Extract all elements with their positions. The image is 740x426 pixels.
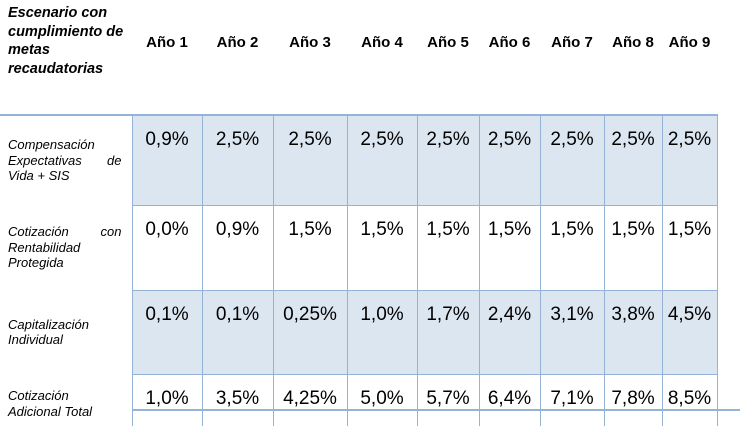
value-cell: 1,0% [131,373,203,426]
value-cell: 6,4% [478,373,541,426]
value-cell: 2,5% [539,114,605,206]
table-row: Compensación Expectativas de Vida + SIS … [0,114,718,206]
value-cell: 2,4% [478,289,541,375]
table-row: Capitalización Individual 0,1% 0,1% 0,25… [0,289,718,375]
value-cell: 2,5% [272,114,348,206]
scenario-table: Escenario con cumplimiento de metas reca… [0,0,718,426]
value-cell: 4,5% [661,289,718,375]
year-header: Año 5 [417,0,479,116]
value-cell: 1,5% [478,204,541,291]
value-cell: 1,5% [346,204,418,291]
year-header: Año 6 [479,0,540,116]
value-cell: 3,8% [603,289,663,375]
value-cell: 0,1% [131,289,203,375]
value-cell: 2,5% [416,114,480,206]
year-header: Año 3 [273,0,347,116]
value-cell: 2,5% [478,114,541,206]
value-cell: 2,5% [603,114,663,206]
year-header: Año 4 [347,0,417,116]
table-left-border-stub [132,404,133,410]
year-header: Año 2 [202,0,273,116]
value-cell: 2,5% [201,114,274,206]
value-cell: 7,1% [539,373,605,426]
value-cell: 2,5% [346,114,418,206]
row-label: Compensación Expectativas de Vida + SIS [0,115,132,205]
value-cell: 0,9% [201,204,274,291]
value-cell: 1,5% [272,204,348,291]
value-cell: 4,25% [272,373,348,426]
value-cell: 1,7% [416,289,480,375]
value-cell: 1,0% [346,289,418,375]
value-cell: 1,5% [416,204,480,291]
value-cell: 0,1% [201,289,274,375]
value-cell: 8,5% [661,373,718,426]
year-header: Año 1 [132,0,202,116]
table-row: Cotización Adicional Total 1,0% 3,5% 4,2… [0,373,718,426]
value-cell: 1,5% [661,204,718,291]
value-cell: 0,0% [131,204,203,291]
header-row: Escenario con cumplimiento de metas reca… [0,0,717,116]
value-cell: 5,0% [346,373,418,426]
year-header: Año 8 [604,0,662,116]
table-bottom-border [132,409,740,411]
value-cell: 0,9% [131,114,203,206]
year-header: Año 7 [540,0,604,116]
table-corner-header: Escenario con cumplimiento de metas reca… [0,0,132,116]
row-label: Cotización con Rentabilidad Protegida [0,205,132,290]
value-cell: 7,8% [603,373,663,426]
row-label: Capitalización Individual [0,290,132,374]
table-row: Cotización con Rentabilidad Protegida 0,… [0,204,718,291]
value-cell: 1,5% [539,204,605,291]
value-cell: 3,1% [539,289,605,375]
year-header: Año 9 [662,0,717,116]
value-cell: 2,5% [661,114,718,206]
value-cell: 1,5% [603,204,663,291]
value-cell: 5,7% [416,373,480,426]
row-label: Cotización Adicional Total [0,374,132,426]
value-cell: 3,5% [201,373,274,426]
value-cell: 0,25% [272,289,348,375]
